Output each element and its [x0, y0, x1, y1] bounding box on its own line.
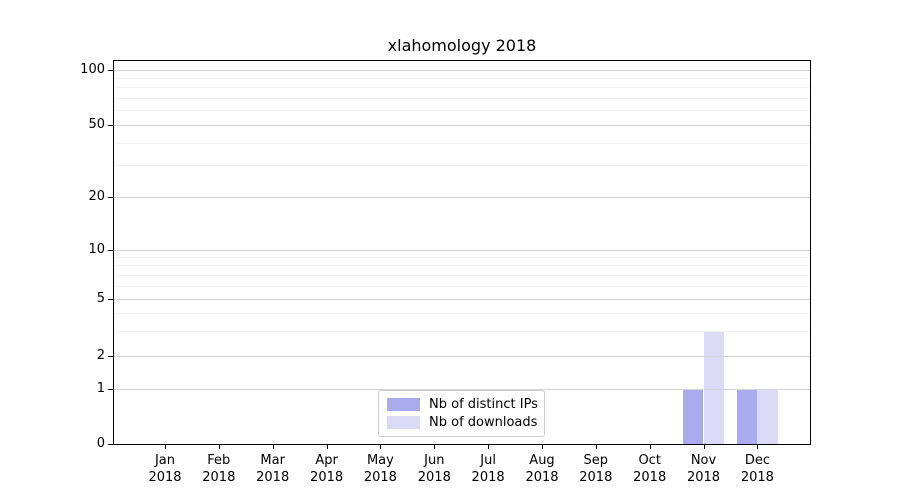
x-tick-label-line: 2018: [417, 470, 451, 485]
x-tick-label-line: 2018: [202, 470, 236, 485]
x-tick-label-line: 2018: [363, 470, 397, 485]
plot-area: [113, 60, 811, 445]
x-tick-label-line: 2018: [633, 470, 667, 485]
y-tick-label: 50: [88, 117, 105, 132]
x-tick-label-line: Apr: [315, 453, 338, 468]
x-tick-label-line: 2018: [740, 470, 774, 485]
x-tick-label: Jan 2018: [135, 452, 195, 486]
x-tick-label-line: 2018: [310, 470, 344, 485]
x-tick-label-line: 2018: [471, 470, 505, 485]
x-tick-label-line: Jul: [480, 453, 496, 468]
x-tick-label-line: May: [366, 453, 394, 468]
y-tick-label: 2: [96, 347, 105, 363]
x-tick-label-line: Dec: [744, 453, 770, 468]
x-tick-label: Jul 2018: [458, 452, 518, 486]
x-tick-label: Aug 2018: [512, 452, 572, 486]
legend-swatch-downloads: [387, 415, 420, 429]
legend-item-downloads: Nb of downloads: [387, 414, 538, 432]
x-tick-label-line: Feb: [207, 453, 231, 468]
x-tick-label: May 2018: [350, 452, 410, 486]
x-tick-label: Feb 2018: [189, 452, 249, 486]
x-tick-label-line: 2018: [525, 470, 559, 485]
y-tick-label: 5: [96, 291, 105, 306]
x-tick-label-line: 2018: [579, 470, 613, 485]
legend-label-downloads: Nb of downloads: [429, 414, 538, 430]
x-tick-label: Oct 2018: [620, 452, 680, 486]
x-tick-label-line: Nov: [690, 453, 717, 468]
legend-label-distinct-ips: Nb of distinct IPs: [429, 397, 538, 413]
x-tick-label-line: Oct: [638, 453, 661, 468]
x-tick-label-line: 2018: [256, 470, 290, 485]
legend-item-distinct-ips: Nb of distinct IPs: [387, 396, 538, 414]
x-tick-label: Sep 2018: [566, 452, 626, 486]
x-tick-label-line: Jan: [154, 453, 176, 468]
x-tick-label: Apr 2018: [297, 452, 357, 486]
x-tick-label-line: Sep: [583, 453, 609, 468]
legend-swatch-distinct-ips: [387, 398, 420, 412]
legend: Nb of distinct IPs Nb of downloads: [378, 390, 545, 437]
x-tick-label: Mar 2018: [243, 452, 303, 486]
x-tick-label-line: 2018: [148, 470, 182, 485]
x-tick-label-line: 2018: [686, 470, 721, 485]
x-tick-label-line: Mar: [260, 453, 285, 468]
x-tick-label-line: Aug: [529, 453, 555, 468]
y-tick-label: 20: [88, 189, 105, 204]
x-tick-label: Nov 2018: [674, 452, 734, 486]
y-tick-label: 10: [88, 241, 105, 257]
x-tick-label: Dec 2018: [727, 452, 787, 486]
x-tick-label-line: Jun: [424, 453, 445, 468]
y-tick-label: 100: [80, 61, 105, 77]
x-tick-label: Jun 2018: [404, 452, 464, 486]
y-tick-label: 1: [96, 381, 105, 396]
chart-title: xlahomology 2018: [387, 36, 537, 55]
y-tick-label: 0: [96, 436, 105, 451]
